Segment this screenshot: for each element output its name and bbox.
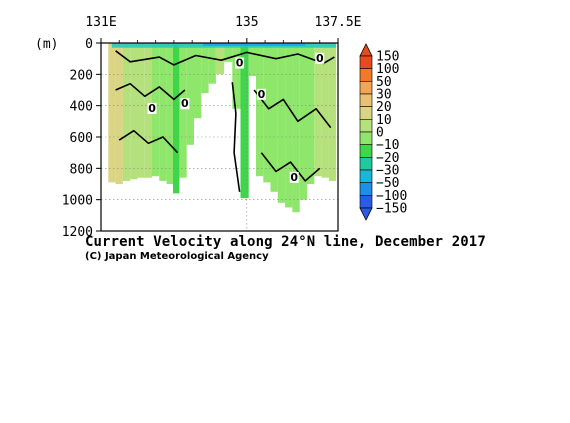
zero-contour-line bbox=[260, 152, 321, 182]
colorbar: 150 100 50 30 20 10 0 −10 −20 −30 −50 −1… bbox=[359, 43, 407, 221]
colorbar-label: −20 bbox=[376, 151, 399, 166]
velocity-column bbox=[277, 43, 286, 203]
velocity-column bbox=[122, 43, 131, 181]
colorbar-swatch bbox=[359, 144, 373, 158]
zero-contour-line bbox=[118, 129, 179, 154]
colorbar-bottom-arrow bbox=[359, 207, 373, 221]
zero-contours bbox=[115, 50, 335, 192]
zero-contour-line bbox=[115, 50, 335, 66]
contour-labels: 0 0 0 0 0 0 bbox=[147, 52, 325, 184]
contour-label-background bbox=[289, 171, 299, 183]
contour-label: 0 bbox=[148, 102, 156, 115]
y-axis-unit-label: (m) bbox=[35, 37, 58, 52]
contour-label-background bbox=[235, 57, 245, 69]
velocity-column bbox=[201, 43, 209, 94]
velocity-column bbox=[292, 43, 300, 213]
velocity-column bbox=[179, 43, 187, 178]
velocity-column bbox=[314, 43, 322, 177]
colorbar-label: −150 bbox=[376, 202, 407, 217]
colorbar-swatch bbox=[359, 182, 373, 196]
surface-layer bbox=[111, 43, 337, 48]
y-tick-label: 1000 bbox=[62, 194, 93, 209]
surface-band-strong bbox=[203, 43, 306, 46]
colorbar-swatch bbox=[359, 169, 373, 183]
velocity-column bbox=[256, 43, 264, 177]
velocity-column bbox=[224, 43, 233, 62]
zero-contour-line bbox=[231, 82, 241, 192]
y-tick-label: 600 bbox=[70, 131, 93, 146]
axes: 131E 135 137.5E (m) 0 200 400 600 800 10… bbox=[35, 15, 361, 240]
y-tick-label: 400 bbox=[70, 100, 93, 115]
y-tick-label: 800 bbox=[70, 162, 93, 177]
colorbar-swatch bbox=[359, 131, 373, 145]
velocity-column bbox=[173, 43, 180, 194]
colorbar-label: 10 bbox=[376, 113, 392, 128]
contour-label: 0 bbox=[236, 57, 244, 70]
y-tick-label: 1200 bbox=[62, 225, 93, 240]
velocity-column bbox=[328, 43, 337, 181]
velocity-column bbox=[130, 43, 138, 180]
colorbar-swatch bbox=[359, 106, 373, 120]
contour-label: 0 bbox=[316, 52, 324, 65]
colorbar-label: −30 bbox=[376, 164, 399, 179]
x-tick-label-135: 135 bbox=[235, 15, 258, 30]
colorbar-label: 100 bbox=[376, 62, 399, 77]
colorbar-label: −10 bbox=[376, 138, 399, 153]
contour-label: 0 bbox=[258, 88, 266, 101]
velocity-column bbox=[159, 43, 167, 181]
velocity-column bbox=[285, 43, 293, 208]
contour-label: 0 bbox=[290, 171, 298, 184]
contour-label-background bbox=[180, 98, 190, 110]
velocity-column bbox=[115, 43, 123, 184]
contour-label-background bbox=[147, 102, 157, 114]
colorbar-label: 30 bbox=[376, 88, 392, 103]
colorbar-swatch bbox=[359, 157, 373, 171]
x-tick-label-131e: 131E bbox=[85, 15, 116, 30]
colorbar-label: 0 bbox=[376, 126, 384, 141]
x-tick-label-137-5e: 137.5E bbox=[315, 15, 362, 30]
velocity-column bbox=[240, 43, 249, 199]
colorbar-swatch bbox=[359, 119, 373, 133]
contour-label-background bbox=[315, 52, 325, 64]
colorbar-top-arrow bbox=[359, 43, 373, 57]
colorbar-label: −100 bbox=[376, 189, 407, 204]
colorbar-swatch bbox=[359, 195, 373, 209]
zero-contour-line bbox=[253, 89, 332, 129]
velocity-column bbox=[194, 43, 202, 119]
colorbar-label: 50 bbox=[376, 75, 392, 90]
colorbar-swatch bbox=[359, 93, 373, 107]
colorbar-swatch bbox=[359, 55, 373, 69]
colorbar-label: 20 bbox=[376, 100, 392, 115]
velocity-column bbox=[321, 43, 329, 178]
velocity-field bbox=[108, 43, 337, 213]
contour-label-background bbox=[256, 88, 266, 100]
velocity-column bbox=[215, 43, 225, 75]
colorbar-swatch bbox=[359, 81, 373, 95]
velocity-column bbox=[248, 43, 256, 76]
velocity-column bbox=[270, 43, 278, 192]
velocity-column bbox=[208, 43, 216, 84]
grid-lines bbox=[101, 43, 338, 231]
velocity-column bbox=[263, 43, 271, 183]
velocity-column bbox=[299, 43, 307, 200]
y-tick-label: 0 bbox=[85, 37, 93, 52]
velocity-column bbox=[108, 43, 116, 183]
copyright-credit: (C) Japan Meteorological Agency bbox=[85, 251, 269, 262]
velocity-column bbox=[137, 43, 145, 178]
velocity-column bbox=[166, 43, 173, 184]
colorbar-swatch bbox=[359, 68, 373, 82]
colorbar-label: −50 bbox=[376, 176, 399, 191]
zero-contour-line bbox=[115, 82, 186, 101]
y-tick-label: 200 bbox=[70, 68, 93, 83]
velocity-column bbox=[186, 43, 194, 145]
velocity-column bbox=[232, 43, 241, 109]
contour-label: 0 bbox=[181, 97, 189, 110]
colorbar-label: 150 bbox=[376, 50, 399, 65]
chart-title: Current Velocity along 24°N line, Decemb… bbox=[85, 234, 486, 250]
